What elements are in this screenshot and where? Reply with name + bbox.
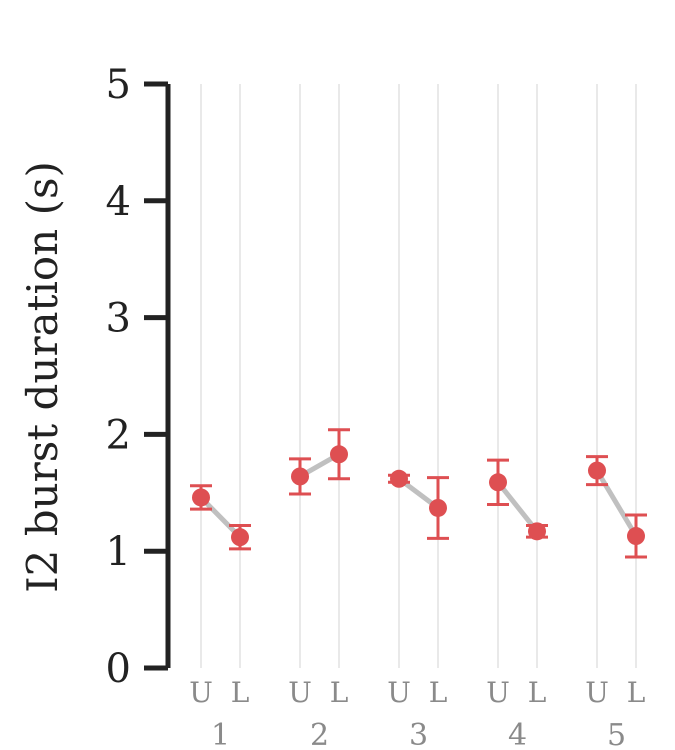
data-point-1-L bbox=[231, 528, 249, 547]
data-point-4-U bbox=[489, 473, 507, 492]
grid-lines bbox=[200, 84, 637, 668]
y-tick-label: 1 bbox=[106, 529, 131, 575]
data-point-3-U bbox=[390, 469, 408, 488]
x-tick-labels: U L1U L2U L3U L4U L5 bbox=[189, 676, 645, 750]
data-point-2-U bbox=[291, 467, 309, 486]
y-tick-label: 0 bbox=[106, 646, 131, 692]
condition-label: U bbox=[486, 676, 510, 709]
condition-label: L bbox=[528, 676, 547, 709]
y-axis-label: I2 burst duration (s) bbox=[18, 161, 67, 593]
group-label: 3 bbox=[409, 718, 428, 750]
y-tick-label: 4 bbox=[106, 179, 131, 225]
group-label: 1 bbox=[211, 718, 230, 750]
y-tick-label: 2 bbox=[106, 412, 131, 458]
condition-label: L bbox=[429, 676, 448, 709]
group-label: 4 bbox=[508, 718, 527, 750]
data-point-5-L bbox=[627, 527, 645, 546]
condition-label: U bbox=[585, 676, 609, 709]
y-tick-label: 3 bbox=[106, 296, 131, 342]
connector-line-group-1 bbox=[198, 494, 243, 540]
condition-label: U bbox=[189, 676, 213, 709]
group-label: 5 bbox=[607, 718, 626, 750]
data-point-1-U bbox=[192, 488, 210, 507]
y-tick-label: 5 bbox=[106, 62, 131, 108]
condition-label: L bbox=[627, 676, 646, 709]
data-points bbox=[190, 428, 647, 559]
connector-line-group-5 bbox=[594, 468, 639, 539]
condition-label: U bbox=[387, 676, 411, 709]
connector-line-group-4 bbox=[495, 479, 540, 534]
condition-label: L bbox=[330, 676, 349, 709]
connector-lines bbox=[198, 451, 639, 540]
data-point-2-L bbox=[330, 445, 348, 464]
y-axis: 0 1 2 3 4 5 bbox=[106, 62, 171, 692]
group-label: 2 bbox=[310, 718, 329, 750]
data-point-3-L bbox=[429, 498, 447, 517]
condition-label: U bbox=[288, 676, 312, 709]
condition-label: L bbox=[231, 676, 250, 709]
data-point-5-U bbox=[588, 461, 606, 480]
data-point-4-L bbox=[528, 522, 546, 541]
